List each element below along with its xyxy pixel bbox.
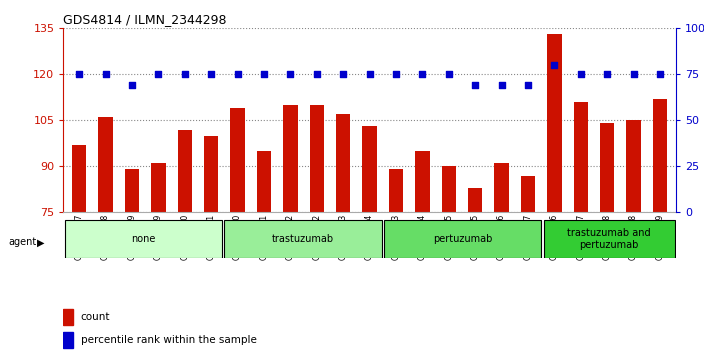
Bar (600, 124, 615, 212)
Point (232, 72, 244, 77)
Bar (441, 166, 456, 212)
Bar (627, 120, 641, 212)
Point (73, 72, 84, 77)
Point (417, 72, 428, 77)
Point (100, 72, 111, 77)
Bar (230, 108, 245, 212)
Text: percentile rank within the sample: percentile rank within the sample (80, 335, 256, 346)
Text: trastuzumab: trastuzumab (272, 234, 334, 244)
Point (258, 72, 270, 77)
Point (337, 72, 348, 77)
Bar (521, 176, 535, 212)
Bar (225, 220, 382, 258)
Text: pertuzumab: pertuzumab (433, 234, 493, 244)
Bar (653, 99, 667, 212)
Bar (468, 188, 482, 212)
Point (654, 72, 665, 77)
Point (126, 82, 137, 88)
Point (601, 72, 612, 77)
Text: trastuzumab and
pertuzumab: trastuzumab and pertuzumab (567, 228, 651, 250)
Bar (63, 332, 73, 348)
Point (496, 82, 507, 88)
Point (470, 82, 481, 88)
Bar (99, 117, 113, 212)
Point (179, 72, 190, 77)
Bar (336, 114, 351, 212)
Bar (125, 170, 139, 212)
Point (284, 72, 296, 77)
Bar (574, 102, 588, 212)
Point (548, 62, 560, 68)
Bar (63, 309, 73, 325)
Bar (544, 220, 674, 258)
Text: none: none (131, 234, 156, 244)
Point (153, 72, 164, 77)
Bar (389, 170, 403, 212)
Point (311, 72, 322, 77)
Text: ▶: ▶ (37, 238, 44, 247)
Bar (151, 163, 165, 212)
Text: GDS4814 / ILMN_2344298: GDS4814 / ILMN_2344298 (63, 13, 227, 26)
Point (364, 72, 375, 77)
Bar (283, 105, 298, 212)
Bar (384, 220, 541, 258)
Point (522, 82, 534, 88)
Point (390, 72, 401, 77)
Bar (547, 34, 562, 212)
Bar (310, 105, 324, 212)
Point (575, 72, 586, 77)
Text: count: count (80, 312, 110, 322)
Point (206, 72, 217, 77)
Point (628, 72, 639, 77)
Bar (72, 145, 87, 212)
Bar (177, 130, 192, 212)
Bar (65, 220, 222, 258)
Point (443, 72, 454, 77)
Text: agent: agent (8, 238, 37, 247)
Bar (257, 151, 271, 212)
Bar (494, 163, 509, 212)
Bar (363, 126, 377, 212)
Bar (415, 151, 429, 212)
Bar (204, 136, 218, 212)
